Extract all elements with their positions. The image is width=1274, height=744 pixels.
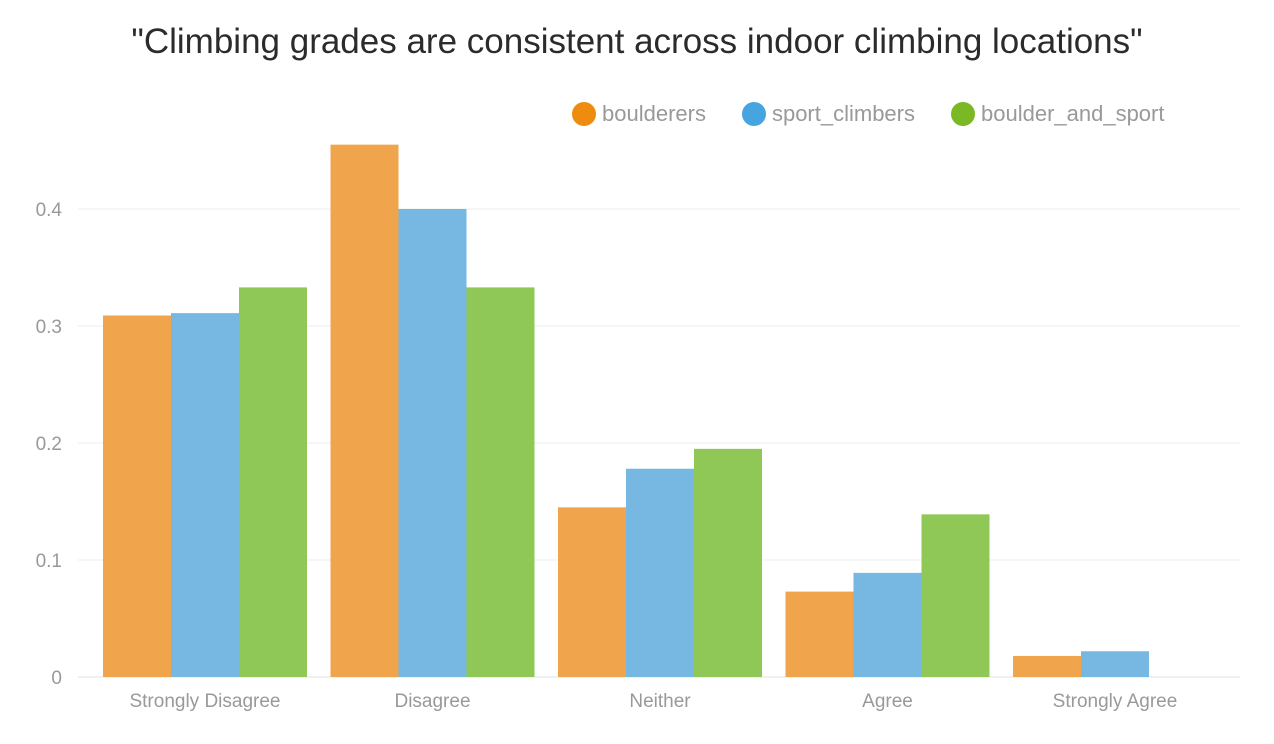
legend-item-boulder-and-sport[interactable]: boulder_and_sport bbox=[951, 101, 1164, 127]
x-tick-label-0: Strongly Disagree bbox=[129, 691, 280, 712]
y-tick-label-0: 0 bbox=[51, 668, 62, 689]
x-tick-label-1: Disagree bbox=[394, 691, 470, 712]
y-tick-label-3: 0.3 bbox=[36, 317, 62, 338]
bar-boulder-and-sport-1 bbox=[466, 287, 535, 677]
bar-boulderers-4 bbox=[1013, 655, 1081, 677]
bar-sport-climbers-4 bbox=[1081, 651, 1149, 677]
bar-sport-climbers-3 bbox=[853, 572, 922, 677]
bar-boulder-and-sport-3 bbox=[921, 514, 990, 677]
y-tick-label-4: 0.4 bbox=[36, 200, 63, 221]
legend-label-boulder-and-sport: boulder_and_sport bbox=[981, 101, 1165, 126]
bar-boulderers-1 bbox=[330, 144, 399, 677]
y-tick-label-1: 0.1 bbox=[36, 551, 62, 572]
y-tick-label-2: 0.2 bbox=[36, 434, 62, 455]
legend-label-sport-climbers: sport_climbers bbox=[771, 101, 915, 126]
legend-item-boulderers[interactable]: boulderers bbox=[572, 101, 706, 127]
bar-boulderers-0 bbox=[103, 315, 171, 677]
chart-title: "Climbing grades are consistent across i… bbox=[131, 22, 1143, 61]
bar-sport-climbers-0 bbox=[171, 313, 239, 677]
bar-sport-climbers-1 bbox=[398, 209, 467, 677]
bar-boulderers-3 bbox=[785, 591, 854, 677]
x-tick-label-3: Agree bbox=[862, 691, 913, 712]
legend-swatch-boulderers bbox=[572, 102, 596, 126]
legend-swatch-sport-climbers bbox=[741, 102, 766, 126]
legend: boulderers sport_climbers boulder_and_sp… bbox=[572, 101, 1164, 127]
legend-swatch-boulder-and-sport bbox=[951, 102, 975, 126]
legend-label-boulderers: boulderers bbox=[602, 101, 706, 126]
legend-item-sport-climbers[interactable]: sport_climbers bbox=[741, 101, 915, 127]
x-tick-label-4: Strongly Agree bbox=[1053, 691, 1178, 712]
x-tick-label-2: Neither bbox=[629, 691, 691, 712]
bar-boulder-and-sport-2 bbox=[694, 448, 762, 677]
bar-boulderers-2 bbox=[558, 507, 626, 677]
bar-sport-climbers-2 bbox=[626, 468, 694, 677]
bar-boulder-and-sport-0 bbox=[239, 287, 307, 677]
